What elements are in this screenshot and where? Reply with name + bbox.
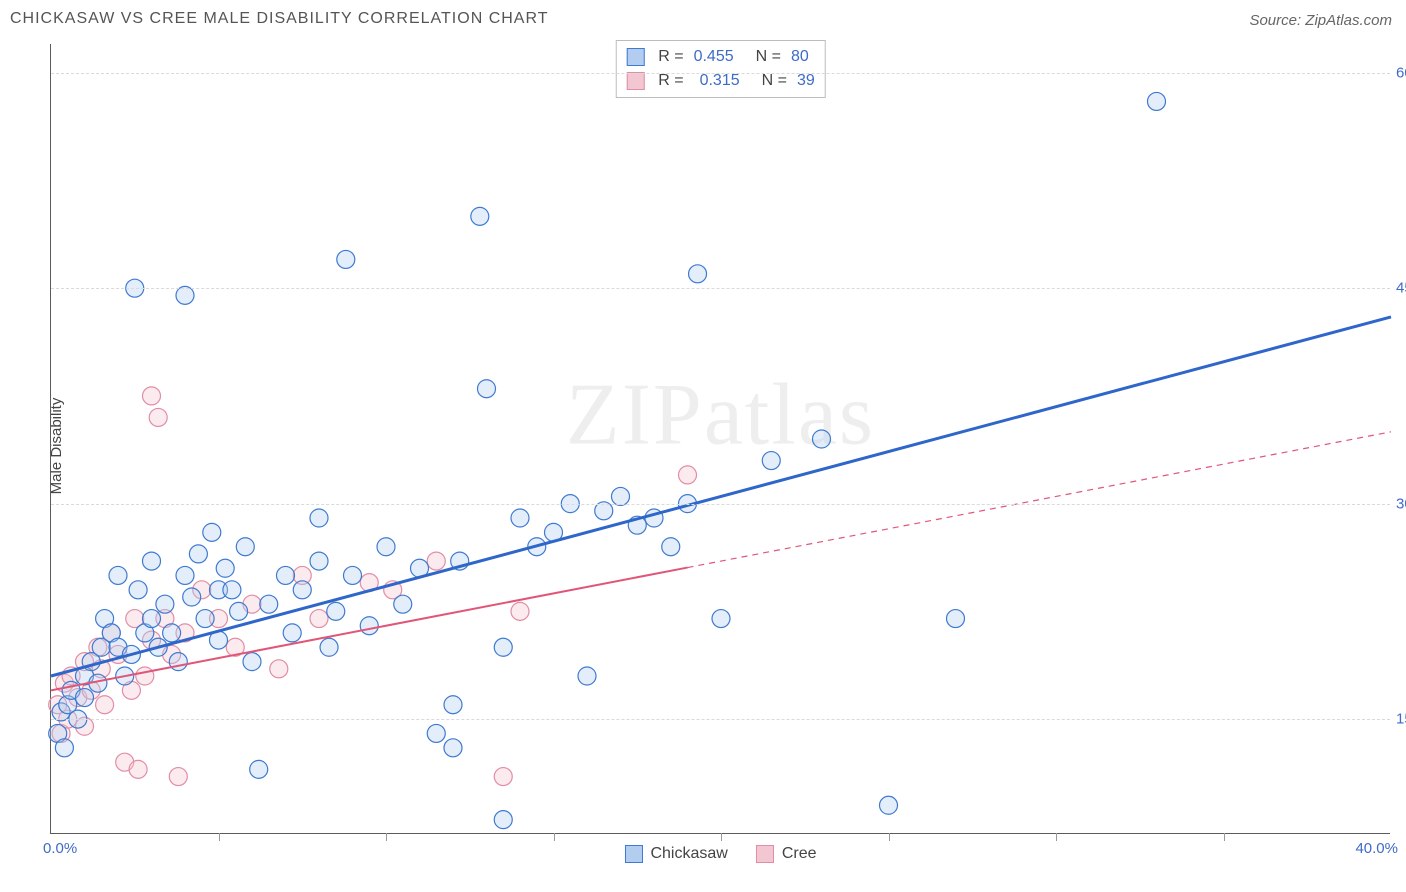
x-tick <box>889 833 890 841</box>
scatter-point <box>136 667 154 685</box>
y-tick-label: 60.0% <box>1396 64 1406 81</box>
scatter-point <box>511 602 529 620</box>
scatter-point <box>176 566 194 584</box>
r-legend-row: R = 0.455 N = 80 <box>626 45 815 69</box>
scatter-point <box>344 566 362 584</box>
chart-container: CHICKASAW VS CREE MALE DISABILITY CORREL… <box>0 0 1406 892</box>
r-label: R = <box>658 45 683 69</box>
scatter-point <box>96 696 114 714</box>
legend-swatch-cree <box>756 845 774 863</box>
scatter-point <box>76 689 94 707</box>
legend-label: Chickasaw <box>650 845 727 863</box>
scatter-point <box>250 760 268 778</box>
x-tick <box>219 833 220 841</box>
x-axis-min-label: 0.0% <box>43 840 77 857</box>
scatter-point <box>310 610 328 628</box>
scatter-point <box>762 452 780 470</box>
scatter-point <box>169 768 187 786</box>
scatter-point <box>55 739 73 757</box>
scatter-point <box>163 624 181 642</box>
scatter-point <box>310 552 328 570</box>
legend-swatch-cree <box>626 72 644 90</box>
gridline-h <box>51 288 1390 289</box>
scatter-point <box>377 538 395 556</box>
legend-swatch-chickasaw <box>624 845 642 863</box>
scatter-point <box>578 667 596 685</box>
scatter-point <box>143 610 161 628</box>
x-tick <box>386 833 387 841</box>
scatter-point <box>283 624 301 642</box>
x-axis-max-label: 40.0% <box>1355 840 1398 857</box>
chart-source: Source: ZipAtlas.com <box>1249 12 1392 29</box>
scatter-point <box>394 595 412 613</box>
scatter-point <box>712 610 730 628</box>
scatter-point <box>129 760 147 778</box>
gridline-h <box>51 719 1390 720</box>
x-tick <box>1056 833 1057 841</box>
scatter-point <box>189 545 207 563</box>
x-tick <box>1224 833 1225 841</box>
series-legend: Chickasaw Cree <box>624 845 816 863</box>
y-tick-label: 15.0% <box>1396 711 1406 728</box>
scatter-point <box>511 509 529 527</box>
legend-swatch-chickasaw <box>626 48 644 66</box>
scatter-point <box>337 250 355 268</box>
scatter-point <box>143 552 161 570</box>
scatter-point <box>662 538 680 556</box>
chart-title: CHICKASAW VS CREE MALE DISABILITY CORREL… <box>10 10 549 28</box>
scatter-point <box>478 380 496 398</box>
scatter-point <box>216 559 234 577</box>
scatter-point <box>310 509 328 527</box>
scatter-point <box>277 566 295 584</box>
scatter-point <box>494 638 512 656</box>
scatter-point <box>689 265 707 283</box>
scatter-point <box>236 538 254 556</box>
legend-item-cree: Cree <box>756 845 817 863</box>
x-tick <box>554 833 555 841</box>
n-value: 80 <box>791 45 809 69</box>
scatter-point <box>427 552 445 570</box>
gridline-h <box>51 504 1390 505</box>
legend-label: Cree <box>782 845 817 863</box>
scatter-point <box>149 408 167 426</box>
y-tick-label: 30.0% <box>1396 495 1406 512</box>
scatter-point <box>143 387 161 405</box>
scatter-point <box>427 724 445 742</box>
plot-area: ZIPatlas R = 0.455 N = 80 R = 0.315 N = … <box>50 44 1390 834</box>
scatter-point <box>203 523 221 541</box>
r-value: 0.455 <box>694 45 734 69</box>
r-legend: R = 0.455 N = 80 R = 0.315 N = 39 <box>615 40 826 98</box>
scatter-point <box>293 581 311 599</box>
scatter-point <box>156 595 174 613</box>
scatter-point <box>260 595 278 613</box>
scatter-point <box>230 602 248 620</box>
scatter-point <box>1148 92 1166 110</box>
x-tick <box>721 833 722 841</box>
scatter-point <box>320 638 338 656</box>
regression-line-dashed <box>688 432 1392 568</box>
scatter-point <box>129 581 147 599</box>
scatter-point <box>444 696 462 714</box>
scatter-point <box>813 430 831 448</box>
plot-svg <box>51 44 1390 833</box>
gridline-h <box>51 73 1390 74</box>
scatter-point <box>471 207 489 225</box>
scatter-point <box>183 588 201 606</box>
scatter-point <box>494 811 512 829</box>
scatter-point <box>243 653 261 671</box>
n-label: N = <box>756 45 781 69</box>
scatter-point <box>327 602 345 620</box>
y-tick-label: 45.0% <box>1396 280 1406 297</box>
scatter-point <box>270 660 288 678</box>
scatter-point <box>444 739 462 757</box>
scatter-point <box>679 466 697 484</box>
scatter-point <box>223 581 241 599</box>
scatter-point <box>360 617 378 635</box>
scatter-point <box>947 610 965 628</box>
legend-item-chickasaw: Chickasaw <box>624 845 727 863</box>
scatter-point <box>196 610 214 628</box>
scatter-point <box>494 768 512 786</box>
scatter-point <box>880 796 898 814</box>
scatter-point <box>109 566 127 584</box>
